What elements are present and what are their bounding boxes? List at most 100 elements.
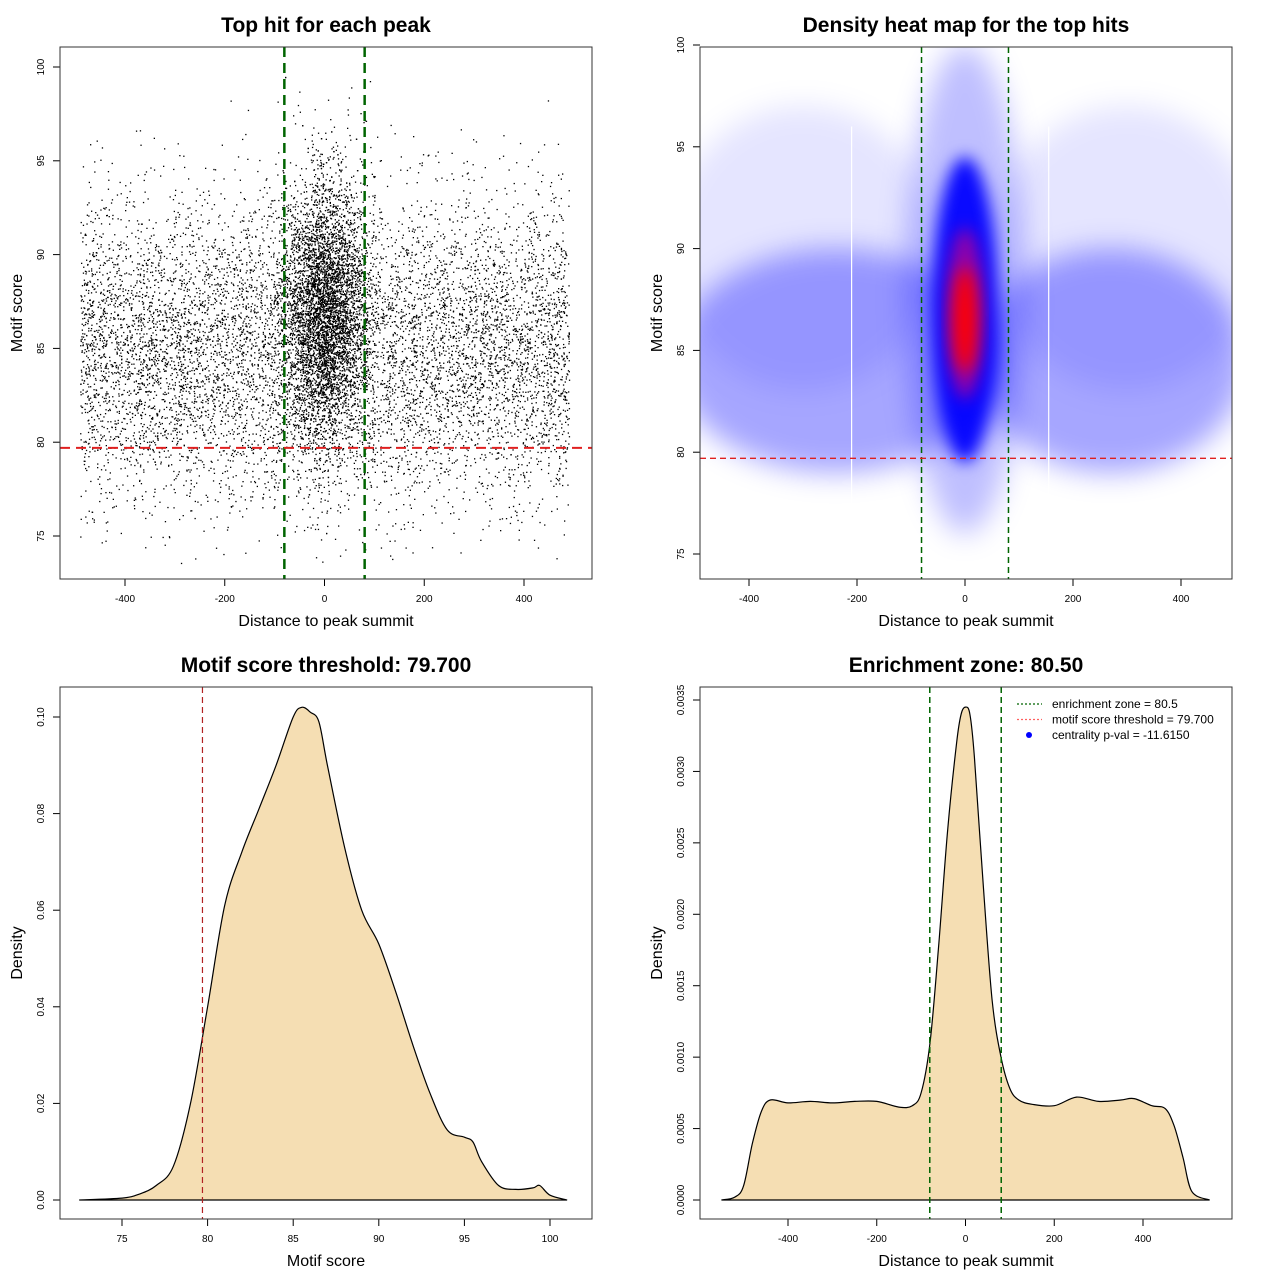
scatter-point (330, 422, 331, 423)
scatter-point (352, 365, 353, 366)
scatter-point (302, 300, 303, 301)
scatter-point (322, 237, 323, 238)
scatter-point (339, 458, 340, 459)
scatter-point (314, 402, 315, 403)
scatter-point (325, 410, 326, 411)
scatter-point (311, 404, 312, 405)
scatter-point (317, 376, 318, 377)
scatter-point (305, 365, 306, 366)
scatter-point (341, 339, 342, 340)
scatter-point (292, 293, 293, 294)
scatter-point (335, 227, 336, 228)
scatter-point (336, 282, 337, 283)
scatter-point (313, 333, 314, 334)
scatter-point (305, 409, 306, 410)
scatter-point (322, 205, 323, 206)
scatter-point (348, 304, 349, 305)
scatter-point (348, 338, 349, 339)
scatter-point (341, 241, 342, 242)
scatter-point (335, 279, 336, 280)
scatter-point (344, 354, 345, 355)
scatter-point (342, 271, 343, 272)
scatter-point (321, 397, 322, 398)
scatter-point (357, 227, 358, 228)
scatter-point (277, 427, 278, 428)
scatter-point (325, 229, 326, 230)
scatter-point (351, 350, 352, 351)
scatter-point (323, 376, 324, 377)
scatter-point (358, 286, 359, 287)
scatter-point (310, 387, 311, 388)
scatter-point (317, 353, 318, 354)
scatter-point (378, 272, 379, 273)
scatter-point (316, 192, 317, 193)
scatter-point (337, 208, 338, 209)
scatter-point (337, 305, 338, 306)
scatter-point (316, 265, 317, 266)
scatter-point (317, 224, 318, 225)
scatter-point (351, 430, 352, 431)
scatter-point (313, 241, 314, 242)
scatter-point (337, 375, 338, 376)
scatter-point (315, 371, 316, 372)
scatter-point (344, 378, 345, 379)
scatter-point (331, 148, 332, 149)
scatter-point (345, 304, 346, 305)
scatter-point (311, 160, 312, 161)
scatter-point (298, 245, 299, 246)
scatter-point (346, 367, 347, 368)
scatter-point (346, 196, 347, 197)
scatter-point (323, 237, 324, 238)
scatter-point (322, 332, 323, 333)
scatter-point (342, 438, 343, 439)
scatter-point (348, 220, 349, 221)
scatter-point (318, 382, 319, 383)
scatter-point (322, 410, 323, 411)
scatter-point (306, 362, 307, 363)
scatter-point (308, 299, 309, 300)
scatter-point (330, 205, 331, 206)
scatter-point (318, 258, 319, 259)
scatter-point (360, 219, 361, 220)
scatter-point (306, 321, 307, 322)
scatter-point (311, 388, 312, 389)
scatter-point (356, 139, 357, 140)
scatter-point (314, 388, 315, 389)
scatter-point (318, 274, 319, 275)
scatter-point (372, 364, 373, 365)
scatter-point (293, 349, 294, 350)
scatter-point (307, 227, 308, 228)
scatter-point (338, 413, 339, 414)
scatter-point (349, 322, 350, 323)
scatter-point (316, 237, 317, 238)
scatter-point (324, 221, 325, 222)
scatter-point (300, 379, 301, 380)
scatter-point (312, 371, 313, 372)
scatter-point (300, 332, 301, 333)
scatter-point (310, 445, 311, 446)
scatter-point (304, 498, 305, 499)
scatter-point (331, 333, 332, 334)
scatter-point (334, 290, 335, 291)
scatter-point (288, 320, 289, 321)
scatter-point (307, 214, 308, 215)
scatter-point (335, 413, 336, 414)
scatter-point (311, 391, 312, 392)
scatter-point (338, 165, 339, 166)
scatter-point (313, 355, 314, 356)
scatter-point (325, 327, 326, 328)
scatter-point (332, 262, 333, 263)
scatter-point (310, 385, 311, 386)
scatter-point (333, 235, 334, 236)
scatter-point (347, 186, 348, 187)
scatter-point (370, 336, 371, 337)
scatter-point (346, 375, 347, 376)
scatter-point (332, 335, 333, 336)
scatter-point (344, 227, 345, 228)
scatter-point (347, 257, 348, 258)
scatter-point (322, 154, 323, 155)
scatter-point (327, 268, 328, 269)
scatter-point (350, 259, 351, 260)
scatter-point (288, 342, 289, 343)
scatter-point (312, 369, 313, 370)
